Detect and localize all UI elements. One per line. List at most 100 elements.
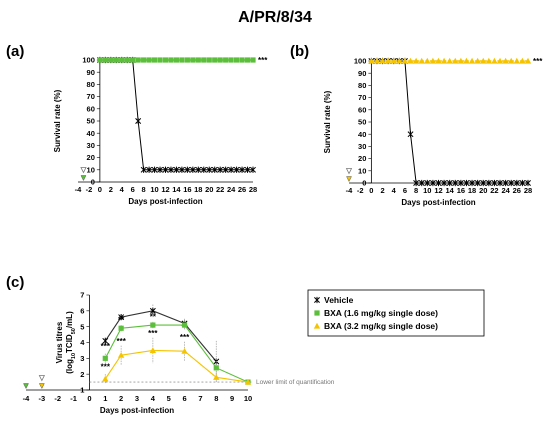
data-point-vehicle (222, 166, 229, 173)
data-point-bxa_high (244, 378, 252, 385)
x-axis-label: Days post-infection (128, 197, 202, 206)
data-point-bxa_low (108, 57, 114, 63)
data-point-vehicle (217, 166, 224, 173)
legend-marker-bxa_low (314, 310, 320, 316)
data-point-bxa_high (502, 57, 509, 64)
significance-label: *** (533, 57, 543, 66)
data-point-bxa_high (181, 348, 188, 354)
data-point-vehicle (140, 166, 147, 173)
y-axis-unit-part: 10 (71, 353, 77, 359)
x-tick-label: 12 (434, 186, 442, 195)
x-tick-label: 10 (150, 185, 158, 194)
panel-label: (b) (290, 43, 309, 60)
significance-label: *** (116, 337, 126, 346)
data-point-bxa_low (217, 57, 223, 63)
data-point-bxa_low (97, 57, 103, 63)
data-point-bxa_low (173, 57, 180, 63)
panel-label: (a) (6, 43, 24, 60)
legend-marker-vehicle (314, 296, 320, 304)
data-point-bxa_high (149, 347, 157, 354)
data-point-vehicle (228, 166, 235, 173)
data-point-vehicle (446, 179, 453, 187)
y-tick-label: 0 (91, 178, 95, 187)
x-tick-label: 12 (161, 185, 169, 194)
legend-label-bxa_low: BXA (1.6 mg/kg single dose) (324, 308, 438, 318)
legend-box (307, 289, 485, 337)
x-tick-label: 0 (98, 185, 102, 194)
data-point-bxa_high (379, 57, 386, 64)
data-point-bxa_high (508, 57, 515, 64)
data-point-vehicle (491, 179, 498, 187)
x-tick-label: 24 (227, 185, 236, 194)
data-point-bxa_low (150, 322, 156, 328)
data-point-bxa_low (179, 57, 185, 63)
y-tick-label: 80 (87, 80, 95, 89)
x-tick-label: 28 (249, 185, 257, 194)
data-point-bxa_high (435, 57, 442, 64)
data-point-vehicle (525, 179, 531, 187)
series-line-bxa_high (104, 349, 249, 383)
x-tick-label: 16 (457, 186, 465, 195)
data-point-bxa_high (485, 57, 493, 64)
x-tick-label: 2 (380, 186, 384, 195)
panel-label: (c) (6, 274, 24, 291)
series-line-vehicle (99, 59, 253, 171)
y-tick-label: 60 (358, 105, 366, 114)
data-point-bxa_low (124, 57, 130, 63)
data-point-vehicle (195, 166, 202, 173)
data-point-bxa_high (491, 57, 498, 64)
data-point-bxa_high (412, 57, 420, 64)
data-point-vehicle (211, 166, 218, 173)
data-point-vehicle (519, 179, 526, 187)
x-tick-label: 2 (119, 394, 123, 403)
x-tick-label: 8 (214, 394, 218, 403)
x-tick-label: -4 (346, 186, 353, 195)
y-tick-label: 30 (358, 142, 366, 151)
x-tick-label: 7 (198, 394, 202, 403)
x-tick-label: 22 (216, 185, 224, 194)
y-tick-label: 40 (358, 130, 366, 139)
data-point-bxa_low (228, 57, 234, 63)
significance-label: *** (258, 56, 268, 65)
data-point-bxa_low (141, 57, 147, 63)
data-point-vehicle (189, 166, 196, 173)
data-point-bxa_high (117, 351, 125, 358)
x-tick-label: -2 (54, 394, 61, 403)
data-point-vehicle (424, 179, 431, 187)
x-tick-label: 4 (392, 186, 397, 195)
y-tick-label: 50 (358, 118, 366, 127)
x-tick-label: 6 (403, 186, 407, 195)
x-tick-label: -4 (23, 394, 30, 403)
x-tick-label: 18 (194, 185, 202, 194)
data-point-bxa_low (190, 57, 196, 63)
legend: Vehicle BXA (1.6 mg/kg single dose) BXA (3… (307, 289, 485, 337)
data-point-bxa_high (519, 57, 526, 64)
data-point-vehicle (418, 179, 425, 187)
data-point-bxa_low (206, 57, 212, 63)
x-tick-label: 10 (423, 186, 431, 195)
data-point-vehicle (239, 166, 246, 173)
y-tick-label: 50 (87, 117, 95, 126)
data-point-bxa_low (168, 57, 174, 63)
data-point-vehicle (435, 179, 442, 187)
data-point-vehicle (463, 179, 470, 187)
dosing-marker (80, 167, 87, 174)
data-point-bxa_low (102, 57, 108, 63)
x-tick-label: 3 (135, 394, 139, 403)
y-tick-label: 100 (354, 57, 367, 66)
data-point-vehicle (469, 179, 476, 187)
x-tick-label: 10 (244, 394, 252, 403)
x-tick-label: 2 (109, 185, 113, 194)
data-point-bxa_low (244, 57, 251, 63)
dosing-marker (346, 176, 352, 183)
data-point-vehicle (502, 179, 509, 187)
data-point-vehicle (485, 179, 492, 187)
data-point-bxa_high (463, 57, 470, 64)
data-point-vehicle (244, 166, 251, 173)
data-point-bxa_high (496, 57, 504, 64)
y-axis-label: Virus titres (55, 321, 64, 363)
data-point-bxa_high (213, 374, 220, 380)
data-point-bxa_high (524, 57, 532, 64)
data-point-vehicle (497, 179, 503, 187)
